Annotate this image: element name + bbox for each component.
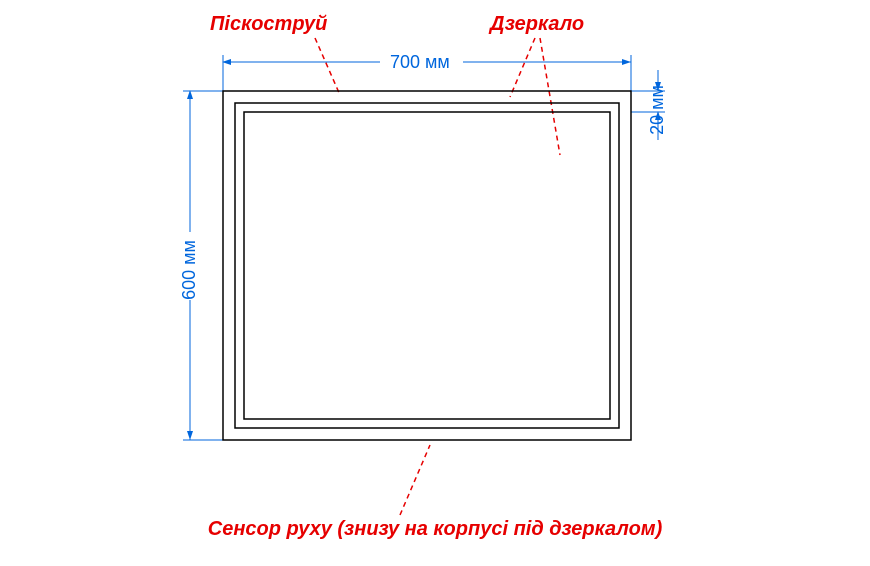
dim-width-text: 700 мм <box>390 52 450 72</box>
leader-sensor <box>400 445 430 515</box>
mirror-dimension-diagram: Піскоструй Дзеркало 700 мм 600 мм 20 мм … <box>0 0 870 566</box>
inner-rect <box>244 112 610 419</box>
dim-height-text: 600 мм <box>179 240 199 300</box>
dimension-height: 600 мм <box>179 91 223 440</box>
leader-sandblast <box>315 38 340 95</box>
mirror-label: Дзеркало <box>488 13 584 35</box>
frame-rect <box>235 103 619 428</box>
sandblast-label: Піскоструй <box>210 13 327 35</box>
dimension-width: 700 мм <box>223 52 631 91</box>
mirror-shape <box>223 91 631 440</box>
sensor-label: Сенсор руху (знизу на корпусі під дзерка… <box>208 518 663 540</box>
leader-mirror-2 <box>540 38 560 155</box>
dimension-border: 20 мм <box>631 70 667 140</box>
dim-border-text: 20 мм <box>647 85 667 135</box>
leader-mirror-1 <box>510 38 535 97</box>
outer-rect <box>223 91 631 440</box>
